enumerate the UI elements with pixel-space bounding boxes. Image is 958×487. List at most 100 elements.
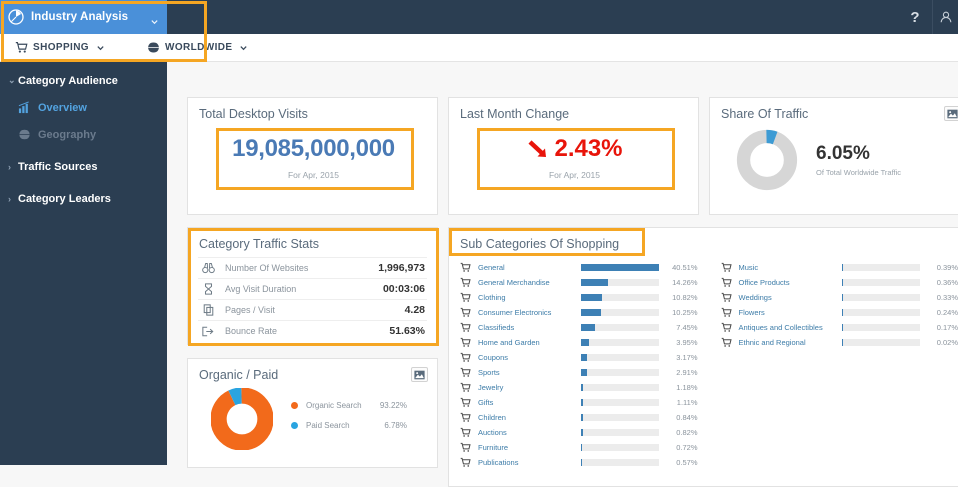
cart-icon [460,412,473,423]
sub-category-row[interactable]: Music 0.39% [710,260,958,275]
sub-category-row[interactable]: General 40.51% [449,260,710,275]
sub-category-label: Gifts [478,398,494,407]
sub-category-bar-fill [581,414,583,421]
stat-row-avg-visit-duration: Avg Visit Duration 00:03:06 [198,278,427,299]
sub-category-row[interactable]: Consumer Electronics 10.25% [449,305,710,320]
sub-category-row[interactable]: Children 0.84% [449,410,710,425]
sub-category-row[interactable]: Gifts 1.11% [449,395,710,410]
sub-category-bar-track [841,279,920,286]
chevron-down-icon [96,43,105,52]
filter-category-label: SHOPPING [33,42,89,53]
sub-category-bar-fill [841,279,843,286]
chevron-down-icon [239,43,248,52]
image-icon[interactable] [944,106,958,121]
sub-category-row[interactable]: Furniture 0.72% [449,440,710,455]
sidebar-item-label: Category Leaders [18,192,111,205]
globe-icon [145,41,162,54]
sidebar-item-traffic-sources[interactable]: › Traffic Sources [0,153,167,180]
card-sub-categories: Sub Categories Of Shopping General 40.51%… [448,227,958,487]
sub-category-row[interactable]: Clothing 10.82% [449,290,710,305]
chevron-right-icon: › [8,161,11,172]
sidebar-item-label: Traffic Sources [18,160,98,173]
sub-category-value: 7.45% [676,323,698,332]
cart-icon [460,322,473,333]
cart-icon [460,427,473,438]
sub-category-label: Antiques and Collectibles [738,323,823,332]
sub-category-row[interactable]: General Merchandise 14.26% [449,275,710,290]
sidebar-item-category-audience[interactable]: ⌄ Category Audience [0,67,167,94]
brand-selector[interactable]: Industry Analysis [0,0,167,34]
chevron-right-icon: › [8,193,11,204]
sub-category-bar-fill [581,369,587,376]
image-icon[interactable] [411,367,428,382]
legend-value: 6.78% [384,421,407,430]
donut-chart-share-of-traffic [736,129,798,191]
help-icon[interactable]: ? [910,8,920,26]
user-icon[interactable] [932,0,958,34]
sub-category-row[interactable]: Publications 0.57% [449,455,710,470]
sub-category-bar-fill [581,324,596,331]
filter-region-label: WORLDWIDE [165,42,233,53]
sub-category-row[interactable]: Flowers 0.24% [710,305,958,320]
card-title: Total Desktop Visits [199,107,308,121]
sub-category-row[interactable]: Classifieds 7.45% [449,320,710,335]
stat-value: 1,996,973 [378,262,425,274]
sub-category-row[interactable]: Office Products 0.36% [710,275,958,290]
cart-icon [460,367,473,378]
legend-color-swatch [291,402,298,409]
sub-category-value: 10.82% [672,293,698,302]
share-of-traffic-subtitle: Of Total Worldwide Traffic [816,168,902,177]
legend-label: Organic Search [306,401,362,410]
card-last-month-change: Last Month Change 2.43% For Apr, 2015 [448,97,699,215]
stat-row-number-of-websites: Number Of Websites 1,996,973 [198,257,427,278]
sub-category-bar-fill [581,459,583,466]
top-bar: Industry Analysis ? [0,0,958,34]
filter-region[interactable]: WORLDWIDE [141,34,254,62]
card-title: Sub Categories Of Shopping [460,237,620,251]
sub-category-row[interactable]: Jewelry 1.18% [449,380,710,395]
sub-category-row[interactable]: Sports 2.91% [449,365,710,380]
sub-category-bar-fill [581,444,583,451]
cart-icon [721,337,734,348]
sub-category-value: 2.91% [676,368,698,377]
sub-category-value: 3.17% [676,353,698,362]
sub-category-row[interactable]: Coupons 3.17% [449,350,710,365]
sub-category-label: Jewelry [478,383,504,392]
stat-label: Avg Visit Duration [225,284,297,294]
sub-category-row[interactable]: Ethnic and Regional 0.02% [710,335,958,350]
sub-category-value: 0.36% [936,278,958,287]
cart-icon [721,307,734,318]
cart-icon [460,442,473,453]
sub-category-bar-fill [581,294,602,301]
share-of-traffic-body: 6.05% Of Total Worldwide Traffic [710,121,958,191]
sub-category-bar-fill [581,429,583,436]
sub-category-label: Clothing [478,293,506,302]
sub-category-label: Publications [478,458,519,467]
sub-category-row[interactable]: Antiques and Collectibles 0.17% [710,320,958,335]
stat-row-bounce-rate: Bounce Rate 51.63% [198,320,427,341]
sub-category-label: Ethnic and Regional [738,338,806,347]
cart-icon [460,277,473,288]
sub-category-value: 3.95% [676,338,698,347]
sidebar-item-category-leaders[interactable]: › Category Leaders [0,185,167,212]
card-total-desktop-visits: Total Desktop Visits 19,085,000,000 For … [187,97,438,215]
last-month-change-value: 2.43% [476,135,673,163]
sub-category-bar-fill [841,264,843,271]
sub-category-value: 0.33% [936,293,958,302]
last-month-change-subtitle: For Apr, 2015 [548,170,601,180]
sub-category-bar-track [841,309,920,316]
chevron-down-icon: ⌄ [8,75,16,85]
cart-icon [721,277,734,288]
card-organic-paid: Organic / Paid Organic Search 9 [187,358,438,468]
stat-label: Pages / Visit [225,305,275,315]
filter-category[interactable]: SHOPPING [9,34,111,62]
sidebar-item-geography[interactable]: Geography [0,121,167,148]
sub-category-row[interactable]: Weddings 0.33% [710,290,958,305]
sub-category-row[interactable]: Home and Garden 3.95% [449,335,710,350]
sidebar-item-overview[interactable]: Overview [0,94,167,121]
sub-category-row[interactable]: Auctions 0.82% [449,425,710,440]
cart-icon [460,397,473,408]
sidebar-item-label: Category Audience [18,74,118,87]
sub-category-bar-track [581,384,659,391]
sub-category-label: Sports [478,368,500,377]
